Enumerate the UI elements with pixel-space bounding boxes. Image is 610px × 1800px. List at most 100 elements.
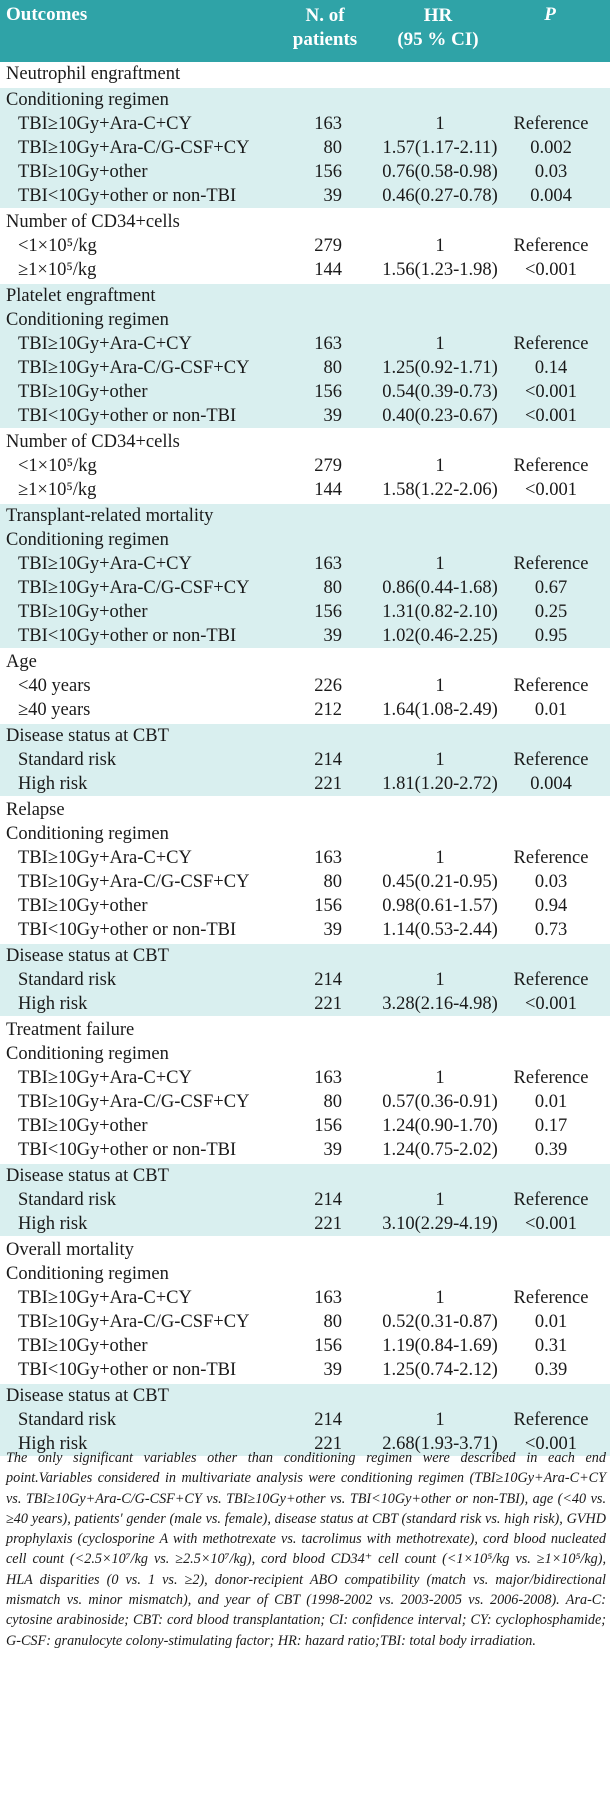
n-patients-cell: 214 — [314, 970, 342, 990]
table-row: ≥40 years 212 1.64(1.08-2.49) 0.01 — [0, 698, 610, 722]
hr-cell: 1 — [435, 676, 445, 696]
hr-cell: 0.54(0.39-0.73) — [382, 382, 498, 402]
table-row: TBI≥10Gy+Ara-C+CY 163 1 Reference — [0, 1066, 610, 1090]
hr-cell: 1.19(0.84-1.69) — [382, 1336, 498, 1356]
section-divider — [0, 1016, 610, 1018]
p-value-cell: 0.73 — [534, 920, 568, 940]
row-label: TBI≥10Gy+Ara-C/G-CSF+CY — [18, 1312, 250, 1332]
row-label: TBI≥10Gy+Ara-C+CY — [18, 114, 192, 134]
row-label: Disease status at CBT — [6, 1386, 169, 1406]
p-value-cell: Reference — [513, 848, 589, 868]
row-label: Overall mortality — [6, 1240, 134, 1260]
p-value-cell: 0.01 — [534, 1092, 568, 1112]
row-label: TBI≥10Gy+other — [18, 896, 148, 916]
header-n-line2: patients — [292, 29, 358, 50]
row-label: High risk — [18, 1214, 88, 1234]
table-section: Neutrophil engraftment — [0, 62, 610, 86]
table-row: High risk 221 3.28(2.16-4.98) <0.001 — [0, 992, 610, 1016]
row-label: Neutrophil engraftment — [6, 64, 181, 84]
hr-cell: 0.40(0.23-0.67) — [382, 406, 498, 426]
subgroup-row: Disease status at CBT — [0, 944, 610, 968]
n-patients-cell: 163 — [314, 1288, 342, 1308]
table-section: Relapse Conditioning regimen TBI≥10Gy+Ara-… — [0, 798, 610, 942]
table-header: Outcomes N. of patients HR (95 % CI) P — [0, 0, 610, 62]
n-patients-cell: 221 — [314, 1434, 342, 1454]
row-label: Conditioning regimen — [6, 1044, 169, 1064]
table-row: TBI≥10Gy+other 156 1.24(0.90-1.70) 0.17 — [0, 1114, 610, 1138]
subgroup-row: Disease status at CBT — [0, 1164, 610, 1188]
table-section: Age <40 years 226 1 Reference ≥40 years 212 1.6… — [0, 650, 610, 722]
hr-cell: 0.98(0.61-1.57) — [382, 896, 498, 916]
section-divider — [0, 282, 610, 284]
p-value-cell: <0.001 — [524, 1214, 578, 1234]
hr-cell: 1 — [435, 456, 445, 476]
n-patients-cell: 212 — [314, 700, 342, 720]
row-label: Transplant-related mortality — [6, 506, 214, 526]
section-divider — [0, 722, 610, 724]
p-value-cell: Reference — [513, 1190, 589, 1210]
n-patients-cell: 214 — [314, 750, 342, 770]
table-footnote: The only significant variables other tha… — [6, 1450, 606, 1649]
row-label: TBI<10Gy+other or non-TBI — [18, 1140, 237, 1160]
n-patients-cell: 80 — [323, 1312, 343, 1332]
n-patients-cell: 156 — [314, 896, 342, 916]
n-patients-cell: 39 — [323, 920, 343, 940]
n-patients-cell: 279 — [314, 456, 342, 476]
hr-cell: 1 — [435, 334, 445, 354]
section-divider — [0, 1162, 610, 1164]
p-value-cell: Reference — [513, 750, 589, 770]
hr-cell: 1 — [435, 114, 445, 134]
row-label: TBI≥10Gy+Ara-C+CY — [18, 1288, 192, 1308]
table-section: Disease status at CBT Standard risk 214 1 Re… — [0, 724, 610, 796]
row-label: TBI≥10Gy+other — [18, 1116, 148, 1136]
hr-cell: 1.58(1.22-2.06) — [382, 480, 498, 500]
n-patients-cell: 221 — [314, 1214, 342, 1234]
n-patients-cell: 39 — [323, 406, 343, 426]
row-label: TBI≥10Gy+Ara-C/G-CSF+CY — [18, 872, 250, 892]
table-section: Disease status at CBT Standard risk 214 1 Re… — [0, 1164, 610, 1236]
p-value-cell: 0.25 — [534, 602, 568, 622]
hr-cell: 1.25(0.92-1.71) — [382, 358, 498, 378]
table-section: Disease status at CBT Standard risk 214 1 Re… — [0, 1384, 610, 1456]
row-label: TBI≥10Gy+Ara-C+CY — [18, 334, 192, 354]
row-label: Conditioning regimen — [6, 824, 169, 844]
row-label: TBI≥10Gy+Ara-C+CY — [18, 554, 192, 574]
subgroup-row: Conditioning regimen — [0, 308, 610, 332]
table-body: Neutrophil engraftment Conditioning regim… — [0, 62, 610, 1456]
n-patients-cell: 214 — [314, 1410, 342, 1430]
p-value-cell: <0.001 — [524, 994, 578, 1014]
section-divider — [0, 502, 610, 504]
n-patients-cell: 163 — [314, 114, 342, 134]
results-table: Outcomes N. of patients HR (95 % CI) P N… — [0, 0, 610, 1456]
hr-cell: 1 — [435, 848, 445, 868]
p-value-cell: Reference — [513, 970, 589, 990]
table-row: TBI≥10Gy+Ara-C/G-CSF+CY 80 0.86(0.44-1.68)… — [0, 576, 610, 600]
n-patients-cell: 80 — [323, 578, 343, 598]
p-value-cell: 0.03 — [534, 872, 568, 892]
hr-cell: 1 — [435, 236, 445, 256]
hr-cell: 1 — [435, 750, 445, 770]
p-value-cell: 0.39 — [534, 1360, 568, 1380]
row-label: TBI<10Gy+other or non-TBI — [18, 626, 237, 646]
n-patients-cell: 39 — [323, 626, 343, 646]
hr-cell: 3.10(2.29-4.19) — [382, 1214, 498, 1234]
hr-cell: 1.64(1.08-2.49) — [382, 700, 498, 720]
subgroup-row: Conditioning regimen — [0, 822, 610, 846]
row-label: Number of CD34+cells — [6, 212, 180, 232]
hr-cell: 1.02(0.46-2.25) — [382, 626, 498, 646]
n-patients-cell: 156 — [314, 162, 342, 182]
row-label: ≥1×10⁵/kg — [18, 480, 97, 500]
row-label: TBI≥10Gy+Ara-C/G-CSF+CY — [18, 358, 250, 378]
table-row: TBI≥10Gy+Ara-C/G-CSF+CY 80 0.45(0.21-0.95)… — [0, 870, 610, 894]
p-value-cell: 0.39 — [534, 1140, 568, 1160]
hr-cell: 1.14(0.53-2.44) — [382, 920, 498, 940]
subgroup-row: Age — [0, 650, 610, 674]
n-patients-cell: 163 — [314, 334, 342, 354]
row-label: Disease status at CBT — [6, 1166, 169, 1186]
table-row: TBI≥10Gy+Ara-C+CY 163 1 Reference — [0, 332, 610, 356]
hr-cell: 0.57(0.36-0.91) — [382, 1092, 498, 1112]
hr-cell: 1 — [435, 1288, 445, 1308]
n-patients-cell: 39 — [323, 1140, 343, 1160]
hr-cell: 0.45(0.21-0.95) — [382, 872, 498, 892]
p-value-cell: Reference — [513, 114, 589, 134]
